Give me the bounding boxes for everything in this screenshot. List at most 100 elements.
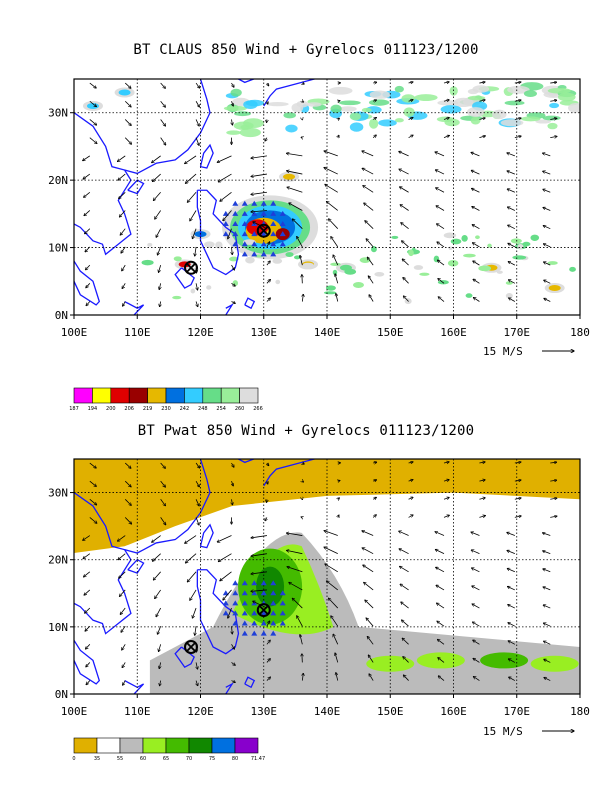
y-tick-label: 20N [48,174,68,187]
wind-vector [157,626,162,634]
gyre-triangle [279,610,286,616]
wind-vector [160,480,166,487]
wind-vector [231,644,234,649]
x-tick-label: 170E [504,705,531,718]
wind-vector [408,515,413,518]
cloud-band-blob [467,95,486,101]
colorbar-swatch [73,737,98,754]
colorbar-label: 70 [186,756,192,762]
wind-vector [324,547,338,555]
wind-vector [266,659,270,663]
gyre-triangle [241,600,248,606]
wind-vector [266,677,270,681]
wind-vector [338,118,340,119]
scattered-cloud [448,246,453,250]
wind-vector [471,532,480,536]
wind-vector [336,673,339,681]
scattered-cloud [206,285,212,290]
wind-vector [436,206,445,211]
colorbar-swatch [147,387,167,404]
colorbar-label: 200 [106,406,116,412]
chart-title-bottom: BT Pwat 850 Wind + Gyrelocs 011123/1200 [137,423,475,439]
wind-vector [363,186,374,193]
wind-vector [231,626,232,634]
wind-vector [550,462,556,463]
scattered-cloud [463,253,476,258]
wind-vector [333,255,339,266]
wind-vector [331,616,339,627]
colorbar-swatch [96,737,121,754]
wind-vector [543,569,551,573]
wind-vector [329,598,339,609]
wind-vector [514,480,521,481]
wind-vector [373,480,376,481]
wind-vector [543,623,551,627]
x-tick-label: 150E [377,705,404,718]
gyre-triangle [232,600,239,606]
colorbar-label: 187 [69,406,79,412]
wind-vector [508,207,516,211]
colorbar-swatch [220,387,240,404]
wind-vector [399,549,409,555]
wind-vector [507,568,516,573]
wind-vector [302,83,304,84]
wind-vector [159,662,160,668]
x-tick-label: 160E [440,326,467,339]
wind-vector [86,662,91,666]
wind-vector [196,680,198,686]
cloud-band-blob [401,94,416,103]
coastline [263,459,317,487]
wind-vector [231,481,233,486]
wind-vector [362,168,374,175]
scattered-cloud [359,257,371,263]
coastline [238,79,256,84]
wind-vector [185,535,197,544]
gyre-triangle [260,630,267,636]
wind-vector [401,223,409,230]
colorbar-swatch [234,737,259,754]
x-tick-label: 150E [377,326,404,339]
wind-vector [118,155,126,162]
wind-vector [435,532,445,536]
wind-vector [217,535,232,542]
cloud-band-blob [349,122,364,132]
coastline [124,79,211,175]
wind-vector [119,589,126,596]
wind-vector [508,587,516,591]
wind-vector [471,170,480,175]
wind-vector [220,571,232,581]
wind-vector [331,237,339,248]
wind-vector [302,463,304,464]
wind-vector [544,678,551,681]
wind-vector [408,480,413,482]
wind-vector [231,302,235,304]
cloud-band-blob [223,105,247,111]
colorbar-swatch [142,737,167,754]
gyre-triangle [251,610,258,616]
gyre-triangle [260,251,267,257]
wind-vector [473,640,480,645]
vector-reference-label: 15 M/S [483,345,523,358]
colorbar-label: 0 [72,756,75,762]
wind-vector [267,83,269,86]
wind-vector [124,82,131,88]
scattered-cloud [478,265,492,272]
wind-vector [338,135,339,137]
wind-vector [508,641,516,645]
cloud-band-blob [414,94,438,102]
wind-vector [251,210,267,211]
scattered-cloud [141,259,154,266]
wind-vector [479,480,485,481]
wind-vector [160,462,166,468]
cloud-band-blob [291,103,304,113]
wind-vector [152,173,161,182]
wind-vector [408,462,413,463]
scattered-cloud [204,241,215,248]
gyre-triangle [270,610,277,616]
wind-vector [289,582,303,591]
wind-vector [366,618,374,627]
wind-vector [122,283,126,288]
wind-vector [228,228,232,239]
scattered-cloud [487,243,492,248]
scattered-cloud [522,241,531,247]
